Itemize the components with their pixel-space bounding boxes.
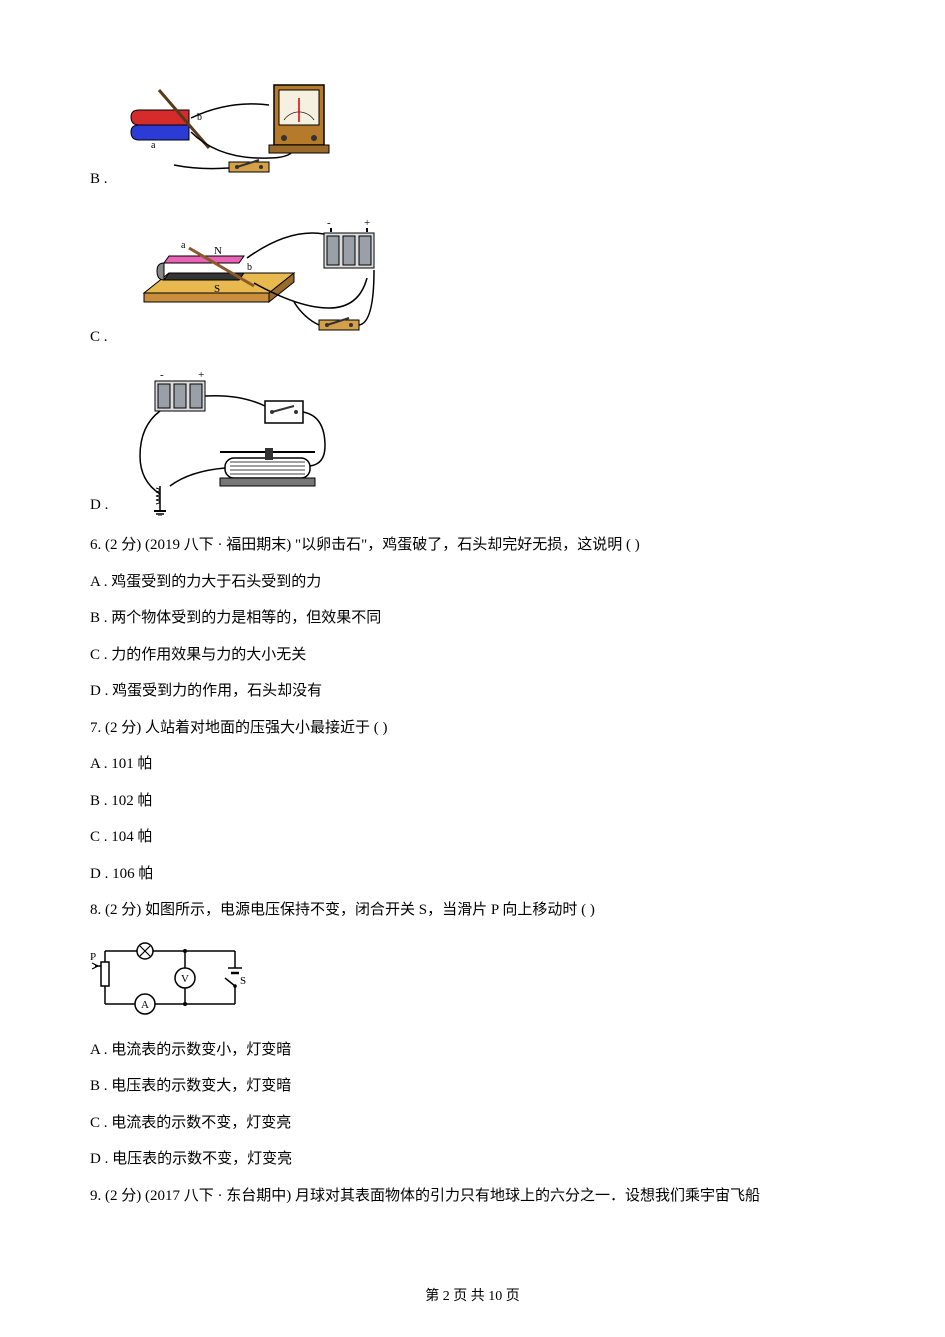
svg-text:+: + (198, 369, 204, 381)
q8-circuit-figure: S P V A (90, 936, 250, 1021)
q8-figure-row: S P V A (90, 936, 855, 1021)
q6-choice-c: C . 力的作用效果与力的大小无关 (90, 644, 855, 667)
q7-choice-c: C . 104 帕 (90, 826, 855, 849)
q8-choice-c: C . 电流表的示数不变，灯变亮 (90, 1112, 855, 1135)
q8-choice-d: D . 电压表的示数不变，灯变亮 (90, 1148, 855, 1171)
svg-text:P: P (90, 951, 96, 963)
option-c-label: C . (90, 326, 108, 349)
q7-choice-d: D . 106 帕 (90, 863, 855, 886)
page-footer: 第 2 页 共 10 页 (0, 1286, 945, 1307)
svg-text:a: a (181, 240, 186, 251)
q6-choice-d: D . 鸡蛋受到力的作用，石头却没有 (90, 680, 855, 703)
option-c-figure: N S a b - + (119, 208, 409, 348)
svg-text:-: - (160, 369, 164, 381)
option-d-label: D . (90, 494, 108, 517)
option-d-row: D . - + (90, 366, 855, 516)
svg-text:-: - (327, 217, 331, 229)
q7-stem: 7. (2 分) 人站着对地面的压强大小最接近于 ( ) (90, 717, 855, 740)
svg-text:N: N (214, 245, 222, 257)
q7-choice-a: A . 101 帕 (90, 753, 855, 776)
q7-choice-b: B . 102 帕 (90, 790, 855, 813)
svg-text:+: + (364, 217, 370, 229)
q6-stem: 6. (2 分) (2019 八下 · 福田期末) "以卵击石"，鸡蛋破了，石头… (90, 534, 855, 557)
q8-choice-b: B . 电压表的示数变大，灯变暗 (90, 1075, 855, 1098)
option-d-figure: - + (120, 366, 370, 516)
svg-text:S: S (214, 283, 220, 295)
q6-choice-b: B . 两个物体受到的力是相等的，但效果不同 (90, 607, 855, 630)
svg-text:A: A (141, 999, 149, 1011)
option-b-figure: a b (119, 70, 339, 190)
q9-stem: 9. (2 分) (2017 八下 · 东台期中) 月球对其表面物体的引力只有地… (90, 1185, 855, 1208)
svg-text:V: V (181, 973, 189, 985)
q6-choice-a: A . 鸡蛋受到的力大于石头受到的力 (90, 571, 855, 594)
option-b-label: B . (90, 168, 108, 191)
svg-text:b: b (247, 262, 252, 273)
option-c-row: C . N S a b - + (90, 208, 855, 348)
q8-stem: 8. (2 分) 如图所示，电源电压保持不变，闭合开关 S，当滑片 P 向上移动… (90, 899, 855, 922)
option-b-row: B . a b (90, 70, 855, 190)
q8-choice-a: A . 电流表的示数变小，灯变暗 (90, 1039, 855, 1062)
svg-text:a: a (151, 140, 156, 151)
svg-text:S: S (240, 975, 246, 987)
